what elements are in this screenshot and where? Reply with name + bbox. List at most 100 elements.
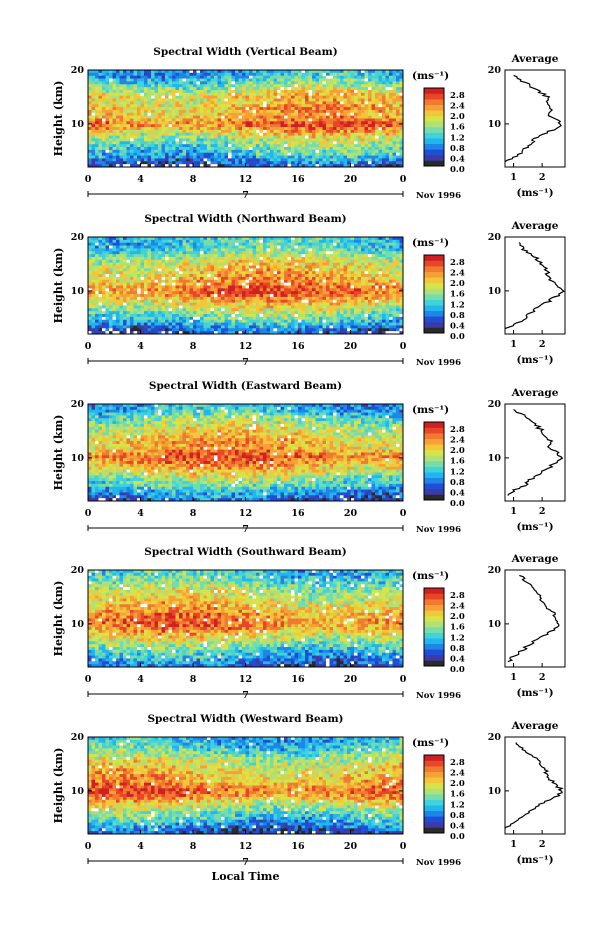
heatmap-cell (155, 130, 159, 133)
heatmap-cell (323, 124, 327, 127)
x-tick-label: 4 (137, 174, 144, 185)
heatmap-cell (281, 288, 285, 291)
heatmap-cell (386, 127, 390, 130)
heatmap-cell (298, 104, 302, 107)
heatmap-cell (165, 246, 169, 249)
heatmap-cell (169, 136, 173, 139)
heatmap-cell (200, 291, 204, 294)
heatmap-cell (260, 119, 264, 122)
heatmap-cell (169, 266, 173, 269)
heatmap-cell (172, 243, 176, 246)
heatmap-cell (281, 107, 285, 110)
heatmap-cell (256, 158, 260, 161)
heatmap-cell (221, 127, 225, 130)
heatmap-cell (242, 251, 246, 254)
heatmap-cell (393, 277, 397, 280)
heatmap-cell (232, 271, 236, 274)
heatmap-cell (95, 107, 99, 110)
heatmap-cell (274, 144, 278, 147)
heatmap-cell (197, 158, 201, 161)
heatmap-cell (309, 96, 313, 99)
heatmap-cell (179, 141, 183, 144)
heatmap-cell (368, 84, 372, 87)
heatmap-cell (151, 268, 155, 271)
heatmap-cell (144, 254, 148, 257)
heatmap-cell (193, 104, 197, 107)
heatmap-cell (305, 251, 309, 254)
colorbar-swatch (424, 149, 444, 155)
heatmap-cell (232, 277, 236, 280)
heatmap-cell (246, 280, 250, 283)
heatmap-cell (305, 73, 309, 76)
heatmap-cell (99, 96, 103, 99)
heatmap-cell (281, 104, 285, 107)
heatmap-cell (183, 280, 187, 283)
heatmap-cell (148, 263, 152, 266)
heatmap-cell (179, 257, 183, 260)
heatmap-cell (120, 124, 124, 127)
heatmap-cell (389, 271, 393, 274)
heatmap-cell (316, 121, 320, 124)
heatmap-cell (305, 87, 309, 90)
heatmap-cell (183, 257, 187, 260)
heatmap-cell (270, 119, 274, 122)
heatmap-cell (260, 99, 264, 102)
heatmap-cell (242, 81, 246, 84)
heatmap-cell (354, 101, 358, 104)
heatmap-cell (354, 248, 358, 251)
heatmap-cell (88, 116, 92, 119)
heatmap-cell (263, 144, 267, 147)
avg-y-tick-label: 10 (488, 119, 502, 130)
heatmap-cell (123, 81, 127, 84)
heatmap-cell (225, 291, 229, 294)
heatmap-cell (312, 243, 316, 246)
heatmap-cell (326, 104, 330, 107)
heatmap-cell (179, 87, 183, 90)
heatmap-cell (144, 119, 148, 122)
heatmap-cell (193, 96, 197, 99)
heatmap-cell (102, 161, 106, 164)
heatmap-cell (113, 130, 117, 133)
heatmap-cell (351, 87, 355, 90)
heatmap-cell (326, 268, 330, 271)
heatmap-cell (190, 84, 194, 87)
heatmap-cell (172, 156, 176, 159)
heatmap-cell (358, 257, 362, 260)
heatmap-cell (151, 136, 155, 139)
heatmap-cell (193, 90, 197, 93)
heatmap-cell (263, 133, 267, 136)
heatmap-cell (113, 110, 117, 113)
heatmap-cell (340, 76, 344, 79)
heatmap-cell (190, 274, 194, 277)
heatmap-cell (165, 87, 169, 90)
heatmap-cell (211, 136, 215, 139)
heatmap-cell (372, 76, 376, 79)
heatmap-cell (228, 121, 232, 124)
heatmap-cell (95, 280, 99, 283)
heatmap-cell (197, 93, 201, 96)
heatmap-cell (365, 283, 369, 286)
heatmap-cell (239, 76, 243, 79)
heatmap-cell (207, 130, 211, 133)
heatmap-cell (319, 288, 323, 291)
heatmap-cell (214, 294, 218, 297)
heatmap-cell (291, 291, 295, 294)
heatmap-cell (333, 141, 337, 144)
heatmap-cell (302, 138, 306, 141)
heatmap-cell (330, 84, 334, 87)
heatmap-cell (197, 101, 201, 104)
heatmap-cell (162, 271, 166, 274)
heatmap-cell (326, 136, 330, 139)
heatmap-cell (281, 73, 285, 76)
heatmap-cell (225, 107, 229, 110)
heatmap-cell (113, 257, 117, 260)
heatmap-cell (347, 110, 351, 113)
heatmap-cell (165, 138, 169, 141)
heatmap-cell (92, 277, 96, 280)
heatmap-cell (232, 283, 236, 286)
heatmap-cell (218, 294, 222, 297)
heatmap-cell (354, 133, 358, 136)
heatmap-cell (137, 136, 141, 139)
heatmap-cell (172, 280, 176, 283)
heatmap-cell (368, 266, 372, 269)
